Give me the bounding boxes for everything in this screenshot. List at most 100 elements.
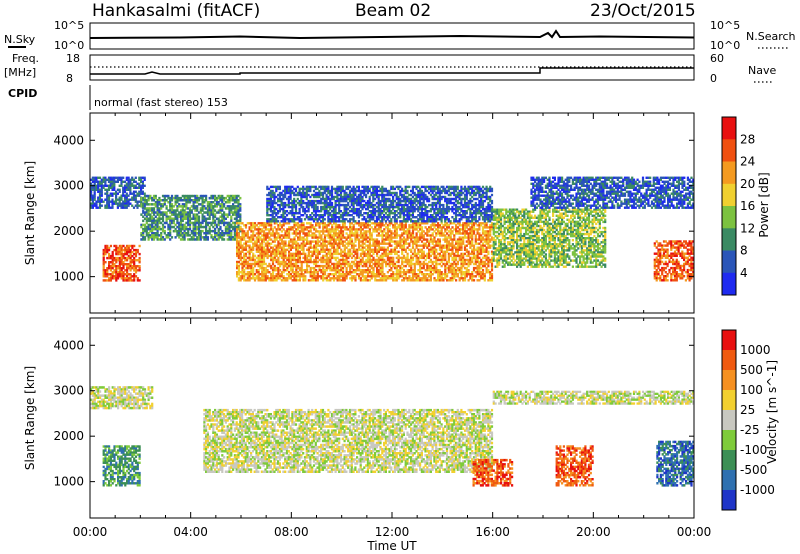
heatmap-cell bbox=[408, 236, 411, 239]
heatmap-cell bbox=[474, 271, 477, 274]
heatmap-cell bbox=[266, 234, 269, 237]
heatmap-cell bbox=[404, 275, 407, 278]
heatmap-cell bbox=[348, 189, 352, 193]
heatmap-cell bbox=[275, 201, 278, 205]
heatmap-cell bbox=[183, 194, 186, 198]
heatmap-cell bbox=[248, 238, 251, 241]
heatmap-cell bbox=[437, 226, 440, 229]
heatmap-cell bbox=[455, 264, 458, 268]
heatmap-cell bbox=[406, 258, 409, 262]
heatmap-cell bbox=[243, 273, 246, 276]
heatmap-cell bbox=[304, 232, 307, 235]
heatmap-cell bbox=[223, 213, 226, 216]
heatmap-cell bbox=[411, 236, 415, 239]
heatmap-cell bbox=[136, 269, 139, 272]
heatmap-cell bbox=[309, 230, 312, 233]
heatmap-cell bbox=[331, 269, 334, 272]
heatmap-cell bbox=[356, 232, 359, 235]
heatmap-cell bbox=[266, 212, 269, 215]
heatmap-cell bbox=[226, 232, 229, 235]
heatmap-cell bbox=[383, 250, 386, 253]
heatmap-cell bbox=[262, 236, 266, 239]
heatmap-cell bbox=[118, 263, 121, 266]
heatmap-cell bbox=[490, 252, 494, 256]
heatmap-cell bbox=[127, 198, 130, 201]
heatmap-cell bbox=[257, 228, 260, 231]
heatmap-cell bbox=[273, 250, 276, 253]
heatmap-cell bbox=[323, 189, 326, 193]
heatmap-cell bbox=[91, 200, 94, 203]
heatmap-cell bbox=[280, 275, 283, 278]
heatmap-cell bbox=[449, 264, 452, 268]
heatmap-cell bbox=[194, 196, 197, 200]
heatmap-cell bbox=[419, 256, 422, 260]
heatmap-cell bbox=[192, 207, 195, 210]
heatmap-cell bbox=[408, 277, 411, 280]
heatmap-cell bbox=[385, 232, 388, 235]
heatmap-cell bbox=[474, 240, 477, 243]
heatmap-cell bbox=[178, 199, 181, 202]
heatmap-cell bbox=[447, 246, 450, 249]
heatmap-cell bbox=[284, 195, 287, 199]
heatmap-cell bbox=[338, 275, 341, 278]
heatmap-cell bbox=[332, 264, 336, 268]
heatmap-cell bbox=[395, 228, 398, 231]
heatmap-cell bbox=[350, 199, 353, 203]
heatmap-cell bbox=[217, 219, 220, 223]
heatmap-cell bbox=[376, 248, 379, 251]
heatmap-cell bbox=[161, 199, 165, 202]
heatmap-cell bbox=[435, 234, 438, 237]
heatmap-cell bbox=[140, 225, 143, 229]
heatmap-cell bbox=[374, 228, 377, 231]
heatmap-cell bbox=[302, 279, 305, 282]
heatmap-cell bbox=[273, 258, 276, 262]
heatmap-cell bbox=[329, 254, 332, 258]
heatmap-cell bbox=[336, 262, 339, 266]
heatmap-cell bbox=[348, 195, 352, 199]
heatmap-cell bbox=[93, 180, 96, 183]
heatmap-cell bbox=[169, 207, 172, 210]
heatmap-cell bbox=[279, 236, 282, 239]
heatmap-cell bbox=[219, 225, 222, 229]
heatmap-cell bbox=[302, 252, 305, 256]
heatmap-cell bbox=[214, 223, 217, 227]
heatmap-cell bbox=[332, 256, 336, 260]
heatmap-cell bbox=[374, 246, 377, 249]
heatmap-cell bbox=[156, 234, 159, 237]
heatmap-cell bbox=[376, 275, 379, 278]
heatmap-cell bbox=[127, 279, 130, 282]
heatmap-cell bbox=[143, 217, 147, 220]
heatmap-cell bbox=[458, 279, 461, 282]
heatmap-cell bbox=[136, 186, 139, 189]
heatmap-cell bbox=[449, 254, 452, 258]
heatmap-cell bbox=[235, 196, 238, 200]
heatmap-cell bbox=[490, 279, 494, 282]
heatmap-cell bbox=[243, 238, 246, 241]
heatmap-cell bbox=[305, 214, 308, 217]
heatmap-cell bbox=[102, 263, 105, 266]
heatmap-cell bbox=[284, 260, 287, 264]
heatmap-cell bbox=[399, 266, 402, 270]
heatmap-cell bbox=[446, 240, 449, 243]
heatmap-cell bbox=[199, 196, 202, 200]
heatmap-cell bbox=[287, 195, 290, 199]
heatmap-cell bbox=[127, 184, 130, 187]
heatmap-cell bbox=[248, 273, 251, 276]
heatmap-cell bbox=[428, 260, 431, 264]
heatmap-cell bbox=[248, 240, 251, 243]
heatmap-cell bbox=[320, 277, 323, 280]
heatmap-cell bbox=[104, 275, 107, 278]
heatmap-cell bbox=[327, 273, 330, 276]
heatmap-cell bbox=[367, 271, 370, 274]
heatmap-cell bbox=[402, 269, 406, 272]
heatmap-cell bbox=[449, 242, 452, 245]
heatmap-cell bbox=[320, 201, 323, 205]
heatmap-cell bbox=[239, 203, 242, 206]
heatmap-cell bbox=[262, 224, 266, 227]
heatmap-cell bbox=[126, 267, 129, 270]
heatmap-cell bbox=[248, 248, 251, 251]
heatmap-cell bbox=[122, 202, 125, 205]
heatmap-cell bbox=[485, 240, 488, 243]
heatmap-cell bbox=[338, 224, 341, 227]
heatmap-cell bbox=[322, 238, 325, 241]
